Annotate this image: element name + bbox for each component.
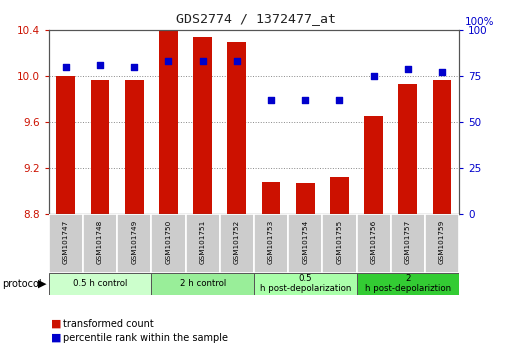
Point xyxy=(130,64,139,70)
Bar xyxy=(117,214,151,273)
Text: GSM101753: GSM101753 xyxy=(268,220,274,264)
Text: GSM101750: GSM101750 xyxy=(165,220,171,264)
Text: ▶: ▶ xyxy=(38,279,47,289)
Point xyxy=(301,97,309,103)
Text: transformed count: transformed count xyxy=(63,319,153,329)
Text: GSM101752: GSM101752 xyxy=(234,220,240,264)
Bar xyxy=(49,214,83,273)
Bar xyxy=(220,214,254,273)
Bar xyxy=(288,214,322,273)
Text: GSM101757: GSM101757 xyxy=(405,220,411,264)
Text: GSM101747: GSM101747 xyxy=(63,220,69,264)
Bar xyxy=(399,84,417,214)
Text: 2
h post-depolariztion: 2 h post-depolariztion xyxy=(365,274,451,293)
Text: 100%: 100% xyxy=(465,17,494,27)
Text: protocol: protocol xyxy=(3,279,42,289)
Bar xyxy=(49,273,151,295)
Bar xyxy=(357,273,459,295)
Point xyxy=(404,66,412,72)
Bar xyxy=(186,214,220,273)
Text: GSM101748: GSM101748 xyxy=(97,220,103,264)
Bar xyxy=(91,80,109,214)
Text: GSM101756: GSM101756 xyxy=(370,220,377,264)
Bar xyxy=(83,214,117,273)
Text: GSM101755: GSM101755 xyxy=(337,220,343,264)
Bar xyxy=(296,183,314,214)
Point xyxy=(369,73,378,79)
Text: ■: ■ xyxy=(51,319,62,329)
Point xyxy=(336,97,344,103)
Text: percentile rank within the sample: percentile rank within the sample xyxy=(63,333,228,343)
Bar xyxy=(159,31,178,214)
Bar xyxy=(364,116,383,214)
Bar xyxy=(391,214,425,273)
Text: 2 h control: 2 h control xyxy=(180,279,226,288)
Text: 0.5
h post-depolarization: 0.5 h post-depolarization xyxy=(260,274,351,293)
Bar xyxy=(262,182,281,214)
Text: ■: ■ xyxy=(51,333,62,343)
Bar xyxy=(425,214,459,273)
Bar xyxy=(330,177,349,214)
Point xyxy=(199,58,207,64)
Text: GSM101749: GSM101749 xyxy=(131,220,137,264)
Point xyxy=(267,97,275,103)
Point xyxy=(96,62,104,68)
Bar xyxy=(357,214,391,273)
Bar xyxy=(125,80,144,214)
Bar xyxy=(227,42,246,214)
Text: GSM101751: GSM101751 xyxy=(200,220,206,264)
Text: GSM101754: GSM101754 xyxy=(302,220,308,264)
Bar xyxy=(254,214,288,273)
Text: GDS2774 / 1372477_at: GDS2774 / 1372477_at xyxy=(176,12,337,25)
Bar xyxy=(254,273,357,295)
Text: GSM101759: GSM101759 xyxy=(439,220,445,264)
Point xyxy=(233,58,241,64)
Bar xyxy=(151,214,186,273)
Bar xyxy=(193,37,212,214)
Bar xyxy=(432,80,451,214)
Bar xyxy=(56,76,75,214)
Bar xyxy=(151,273,254,295)
Text: 0.5 h control: 0.5 h control xyxy=(73,279,127,288)
Bar xyxy=(322,214,357,273)
Point xyxy=(438,70,446,75)
Point xyxy=(62,64,70,70)
Point xyxy=(164,58,172,64)
